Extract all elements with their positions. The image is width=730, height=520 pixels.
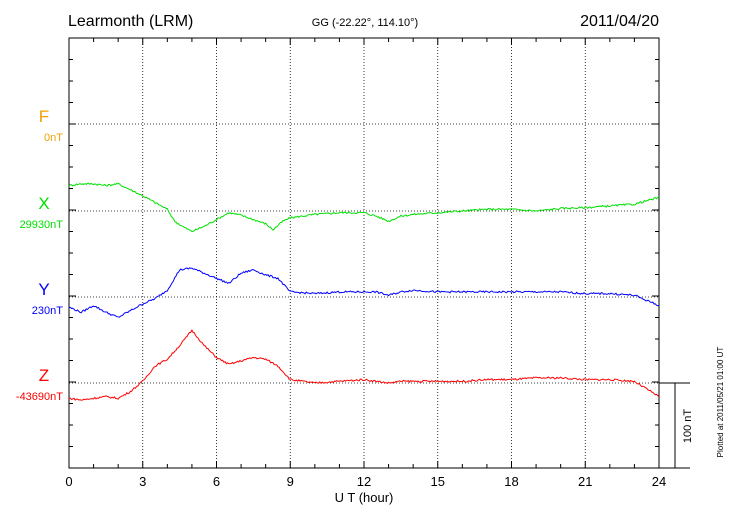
component-labels: F 0nT X 29930nT Y 230nT Z -43690nT <box>16 107 63 403</box>
series-line-x <box>68 182 660 233</box>
component-name-z: Z <box>39 366 49 385</box>
x-axis-label: U T (hour) <box>335 490 394 505</box>
x-tick-label: 21 <box>578 474 592 489</box>
x-tick-labels: 0 3 6 9 12 15 18 21 24 <box>65 474 666 489</box>
component-baseline-z: -43690nT <box>16 391 63 403</box>
grid <box>69 38 659 468</box>
component-baseline-f: 0nT <box>44 132 63 144</box>
x-tick-label: 9 <box>287 474 294 489</box>
series-line-z <box>68 329 660 401</box>
component-baseline-y: 230nT <box>32 305 63 317</box>
plotted-timestamp: Plotted at 2011/05/21 01:00 UT <box>716 347 725 458</box>
scale-bar-label: 100 nT <box>682 409 694 444</box>
series-line-y <box>68 267 660 318</box>
component-name-f: F <box>39 107 49 126</box>
x-tick-label: 15 <box>431 474 445 489</box>
x-tick-label: 3 <box>139 474 146 489</box>
x-tick-label: 24 <box>652 474 666 489</box>
component-name-x: X <box>38 194 49 213</box>
x-tick-label: 0 <box>65 474 72 489</box>
scale-bar: 100 nT <box>659 382 694 469</box>
plot-date: 2011/04/20 <box>580 13 659 30</box>
component-name-y: Y <box>38 280 49 299</box>
series-lines <box>68 182 660 401</box>
plot-frame <box>68 37 660 469</box>
x-tick-label: 6 <box>213 474 220 489</box>
component-baseline-x: 29930nT <box>20 219 64 231</box>
station-coordinates: GG (-22.22°, 114.10°) <box>312 17 418 29</box>
x-tick-label: 12 <box>357 474 371 489</box>
station-title: Learmonth (LRM) <box>68 13 193 30</box>
axis-ticks <box>68 37 660 469</box>
x-tick-label: 18 <box>504 474 518 489</box>
